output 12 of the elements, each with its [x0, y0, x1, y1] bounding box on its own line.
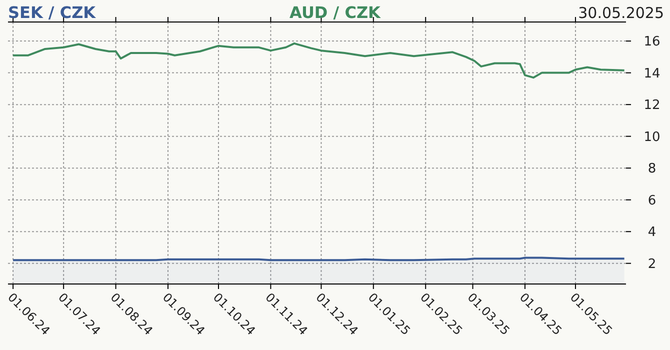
- series-label: AUD / CZK: [290, 3, 382, 22]
- annotation: 30.05.2025: [578, 4, 664, 22]
- y-tick-label: 14: [644, 66, 660, 82]
- y-tick-label: 4: [648, 225, 656, 240]
- y-tick-label: 16: [644, 34, 660, 50]
- y-tick-label: 2: [648, 256, 656, 272]
- line-series: [12, 42, 626, 79]
- y-tick-label: 12: [644, 98, 660, 114]
- text: SEK / CZK: [8, 3, 96, 22]
- y-tick-label: 6: [648, 193, 656, 208]
- y-tick-label: 8: [648, 162, 656, 177]
- y-tick-label: 10: [644, 130, 660, 145]
